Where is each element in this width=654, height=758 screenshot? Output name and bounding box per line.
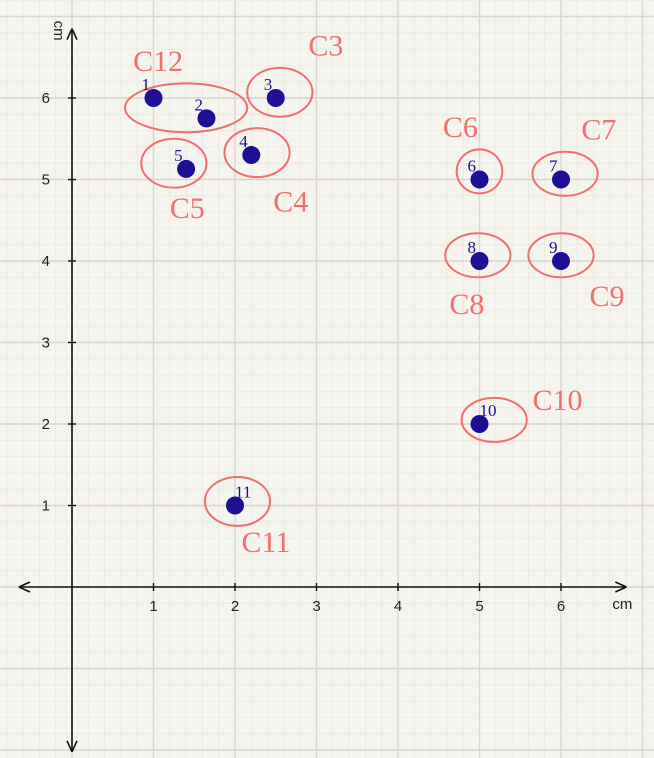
x-axis-label: cm bbox=[612, 596, 632, 613]
data-point bbox=[552, 252, 570, 270]
point-label: 1 bbox=[142, 75, 151, 94]
data-point bbox=[144, 89, 163, 107]
point-label: 5 bbox=[174, 146, 183, 165]
y-tick-label: 1 bbox=[42, 498, 50, 515]
tick-labels: 1 2 3 4 5 6 1 2 3 4 5 6 bbox=[42, 90, 566, 615]
points: 1 2 3 4 5 6 7 8 9 10 11 bbox=[142, 75, 570, 515]
data-point bbox=[177, 159, 196, 178]
cluster-label: C11 bbox=[242, 526, 291, 559]
cluster-ellipse bbox=[223, 127, 291, 179]
data-point bbox=[266, 89, 285, 107]
data-point bbox=[470, 252, 489, 270]
cluster-label: C5 bbox=[170, 192, 205, 225]
x-axis-arrow-left bbox=[18, 581, 31, 593]
y-tick-label: 2 bbox=[42, 416, 50, 433]
cluster-ellipse bbox=[123, 82, 249, 134]
data-point bbox=[226, 496, 244, 515]
data-point bbox=[242, 146, 261, 165]
cluster-label: C6 bbox=[443, 111, 478, 144]
cluster-ellipse bbox=[246, 66, 314, 118]
cluster-label: C8 bbox=[449, 288, 484, 321]
cluster-label: C9 bbox=[590, 280, 625, 313]
cluster-ellipse bbox=[527, 232, 595, 279]
data-point bbox=[470, 170, 489, 189]
x-tick-label: 4 bbox=[394, 598, 402, 615]
clusters: C12 C3 C4 C5 C6 C7 C8 C9 C10 C11 bbox=[123, 30, 625, 559]
cluster-label: C10 bbox=[532, 384, 582, 417]
y-axis-arrow-down bbox=[66, 740, 78, 753]
data-point bbox=[470, 415, 489, 433]
x-tick-label: 6 bbox=[557, 598, 565, 615]
cluster-label: C12 bbox=[133, 45, 183, 78]
point-label: 6 bbox=[468, 157, 477, 176]
y-tick-label: 5 bbox=[42, 172, 50, 189]
cluster-ellipse bbox=[203, 475, 272, 527]
cluster-ellipse bbox=[460, 396, 528, 443]
cluster-label: C4 bbox=[273, 185, 308, 218]
y-tick-label: 4 bbox=[42, 253, 50, 270]
data-point bbox=[552, 170, 570, 189]
cluster-label: C7 bbox=[581, 114, 616, 147]
cluster-label: C3 bbox=[308, 30, 343, 63]
point-label: 10 bbox=[480, 401, 497, 420]
cluster-ellipse bbox=[455, 148, 504, 195]
y-tick-label: 3 bbox=[42, 335, 50, 352]
point-label: 7 bbox=[549, 157, 558, 176]
point-label: 4 bbox=[239, 132, 248, 151]
point-label: 9 bbox=[549, 238, 558, 257]
point-label: 3 bbox=[264, 75, 273, 94]
y-axis-label: cm bbox=[50, 21, 67, 41]
x-tick-label: 1 bbox=[149, 598, 157, 615]
x-tick-label: 5 bbox=[475, 598, 483, 615]
x-tick-label: 3 bbox=[312, 598, 320, 615]
cluster-ellipse bbox=[531, 150, 599, 197]
x-axis-arrow-right bbox=[615, 581, 627, 593]
x-tick-label: 2 bbox=[231, 598, 239, 615]
point-label: 2 bbox=[194, 95, 203, 114]
point-label: 11 bbox=[235, 483, 251, 502]
axes bbox=[18, 28, 627, 753]
cluster-ellipse bbox=[444, 232, 512, 279]
y-tick-label: 6 bbox=[42, 90, 50, 107]
cluster-ellipse bbox=[140, 137, 208, 189]
point-label: 8 bbox=[468, 238, 477, 257]
y-axis-arrow-up bbox=[66, 28, 78, 40]
data-point bbox=[197, 109, 216, 128]
